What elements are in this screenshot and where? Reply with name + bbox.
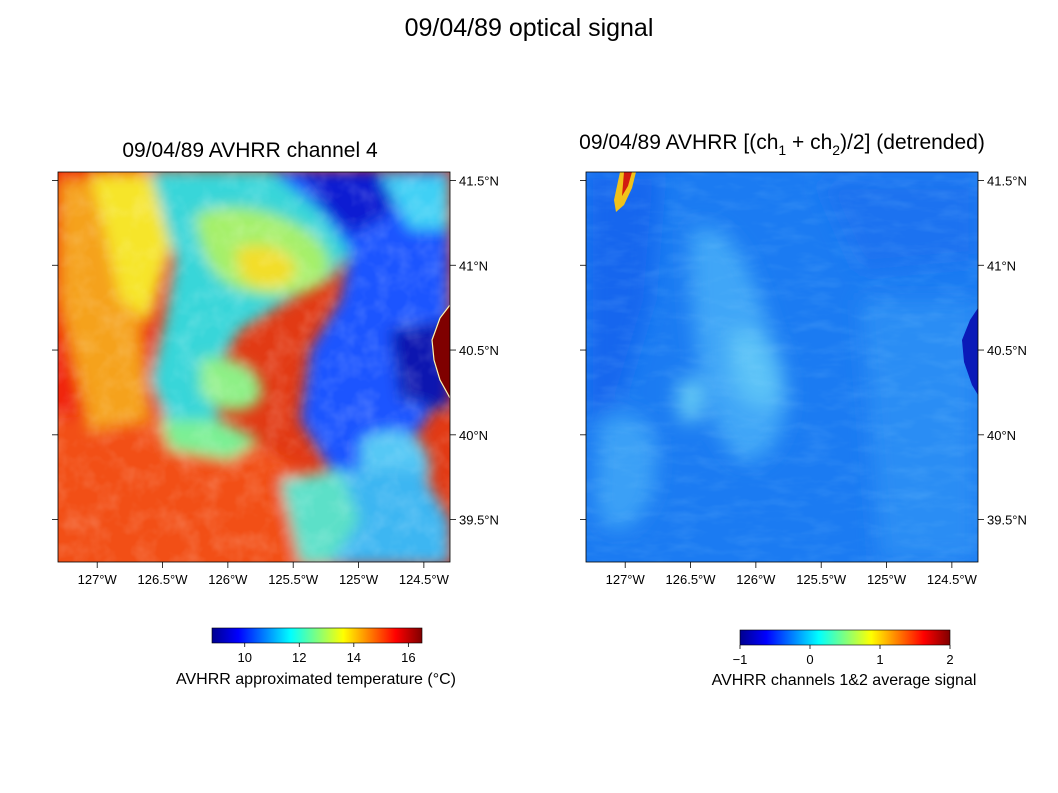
right-y-tick-label: 39.5°N xyxy=(987,513,1027,528)
right-x-tick-label: 125.5°W xyxy=(796,572,847,587)
right-x-tick-label: 126.5°W xyxy=(666,572,717,587)
left-y-axis: 41.5°N 41°N 40.5°N 40°N 39.5°N xyxy=(52,173,499,528)
left-y-tick-label: 41.5°N xyxy=(459,173,499,188)
left-plot-frame xyxy=(57,171,451,563)
right-x-tick-label: 126°W xyxy=(736,572,776,587)
right-heatmap-image xyxy=(586,172,978,562)
left-colorbar-label: AVHRR approximated temperature (°C) xyxy=(176,671,456,688)
right-y-tick-label: 41.5°N xyxy=(987,173,1027,188)
left-panel: 09/04/89 AVHRR channel 4 xyxy=(52,139,499,688)
right-y-axis: 41.5°N 41°N 40.5°N 40°N 39.5°N xyxy=(580,173,1027,528)
left-colorbar xyxy=(211,627,423,644)
left-x-axis: 127°W 126.5°W 126°W 125.5°W 125°W 124.5°W xyxy=(78,562,450,587)
right-title-part-3: )/2] (detrended) xyxy=(840,131,985,154)
right-y-tick-label: 40°N xyxy=(987,428,1016,443)
right-x-tick-label: 125°W xyxy=(867,572,907,587)
left-y-tick-label: 40.5°N xyxy=(459,343,499,358)
right-colorbar-ticks: −1 0 1 2 xyxy=(733,645,954,667)
right-colorbar xyxy=(739,629,951,646)
left-y-tick-label: 40°N xyxy=(459,428,488,443)
left-panel-title: 09/04/89 AVHRR channel 4 xyxy=(122,139,378,162)
right-colorbar-label: AVHRR channels 1&2 average signal xyxy=(712,672,977,689)
left-colorbar-tick-label: 10 xyxy=(237,650,251,665)
right-title-part-1: 09/04/89 AVHRR [(ch xyxy=(579,131,778,154)
right-colorbar-tick-label: 2 xyxy=(946,652,953,667)
right-title-subscript-1: 1 xyxy=(778,142,786,158)
page-title: 09/04/89 optical signal xyxy=(404,14,654,42)
right-x-tick-label: 124.5°W xyxy=(927,572,978,587)
right-y-tick-label: 40.5°N xyxy=(987,343,1027,358)
right-panel-title: 09/04/89 AVHRR [(ch1 + ch2)/2] (detrende… xyxy=(579,131,985,158)
right-x-axis: 127°W 126.5°W 126°W 125.5°W 125°W 124.5°W xyxy=(606,562,978,587)
right-x-tick-label: 127°W xyxy=(606,572,646,587)
left-x-tick-label: 126.5°W xyxy=(138,572,189,587)
left-x-tick-label: 125.5°W xyxy=(268,572,319,587)
right-title-subscript-2: 2 xyxy=(832,142,840,158)
right-colorbar-tick-label: −1 xyxy=(733,652,748,667)
left-y-tick-label: 41°N xyxy=(459,258,488,273)
left-x-tick-label: 126°W xyxy=(208,572,248,587)
right-y-tick-label: 41°N xyxy=(987,258,1016,273)
left-colorbar-tick-label: 12 xyxy=(292,650,306,665)
right-panel: 09/04/89 AVHRR [(ch1 + ch2)/2] (detrende… xyxy=(579,131,1027,689)
left-colorbar-tick-label: 14 xyxy=(347,650,361,665)
right-title-part-2: + ch xyxy=(786,131,832,154)
left-x-tick-label: 125°W xyxy=(339,572,379,587)
left-x-tick-label: 124.5°W xyxy=(399,572,450,587)
left-colorbar-tick-label: 16 xyxy=(401,650,415,665)
right-plot-frame xyxy=(585,171,979,563)
right-colorbar-tick-label: 1 xyxy=(876,652,883,667)
left-heatmap-image xyxy=(58,172,450,562)
left-x-tick-label: 127°W xyxy=(78,572,118,587)
left-colorbar-ticks: 10 12 14 16 xyxy=(237,643,416,665)
left-y-tick-label: 39.5°N xyxy=(459,513,499,528)
right-colorbar-tick-label: 0 xyxy=(806,652,813,667)
